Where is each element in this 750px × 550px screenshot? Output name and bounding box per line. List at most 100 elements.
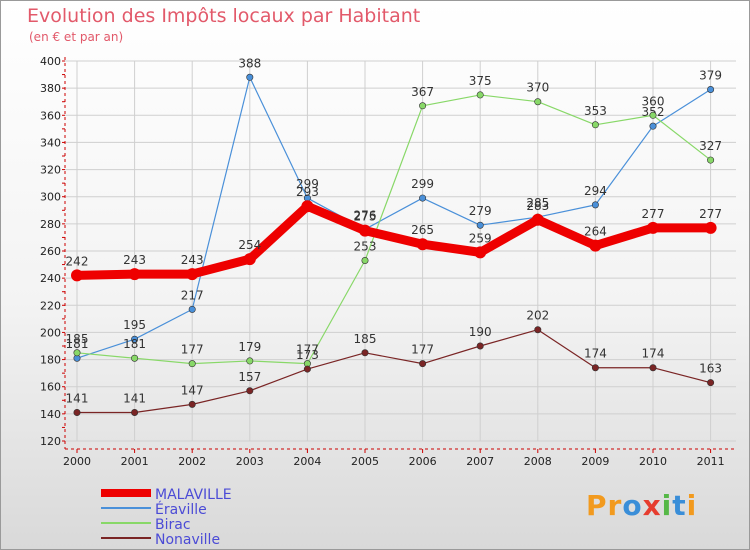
data-label: 141 — [123, 392, 146, 406]
data-point — [474, 246, 487, 259]
data-point — [704, 221, 717, 234]
data-point — [131, 354, 139, 362]
x-tick-label: 2003 — [236, 455, 264, 468]
data-point — [707, 379, 715, 387]
data-point — [649, 364, 657, 372]
data-label: 181 — [123, 337, 146, 351]
y-tick-label: 120 — [40, 435, 61, 448]
data-label: 277 — [642, 207, 665, 221]
data-label: 174 — [584, 347, 607, 361]
data-point — [476, 221, 484, 229]
legend-label: MALAVILLE — [155, 487, 232, 503]
chart-title: Evolution des Impôts locaux par Habitant — [27, 5, 421, 27]
data-point — [419, 194, 427, 202]
data-point — [186, 268, 199, 281]
data-label: 253 — [354, 240, 377, 254]
data-point — [534, 326, 542, 334]
data-label: 195 — [123, 318, 146, 332]
logo-letter: r — [607, 489, 623, 522]
y-tick-label: 400 — [40, 55, 61, 68]
data-point — [707, 86, 715, 94]
data-point — [301, 200, 314, 213]
logo-letter: t — [672, 489, 687, 522]
data-label: 293 — [296, 185, 319, 199]
data-label: 217 — [181, 288, 204, 302]
data-label: 299 — [296, 177, 319, 191]
data-label: 242 — [66, 254, 89, 268]
legend-label: Birac — [155, 517, 191, 533]
data-label: 190 — [469, 325, 492, 339]
data-label: 277 — [699, 207, 722, 221]
y-tick-label: 280 — [40, 218, 61, 231]
data-point — [589, 239, 602, 252]
data-label: 367 — [411, 85, 434, 99]
data-point — [419, 360, 427, 368]
data-label: 370 — [526, 81, 549, 95]
data-label: 388 — [238, 56, 261, 70]
data-label: 299 — [411, 177, 434, 191]
data-label: 279 — [469, 204, 492, 218]
data-point — [303, 365, 311, 373]
data-point — [131, 335, 139, 343]
data-label: 179 — [238, 340, 261, 354]
data-point — [419, 102, 427, 110]
logo-letter: o — [622, 489, 643, 522]
y-tick-label: 300 — [40, 191, 61, 204]
data-point — [243, 253, 256, 266]
data-point — [246, 357, 254, 365]
data-point — [476, 91, 484, 99]
y-tick-label: 220 — [40, 299, 61, 312]
logo-letter: i — [686, 489, 698, 522]
chart-subtitle: (en € et par an) — [29, 30, 124, 44]
data-point — [416, 238, 429, 251]
data-point — [128, 268, 141, 281]
data-point — [476, 342, 484, 350]
proxiti-logo: Proxiti — [586, 489, 697, 522]
x-tick-label: 2007 — [466, 455, 494, 468]
data-point — [591, 121, 599, 129]
data-point — [188, 400, 196, 408]
data-label: 294 — [584, 184, 607, 198]
x-tick-label: 2010 — [639, 455, 667, 468]
data-label: 360 — [642, 94, 665, 108]
data-label: 254 — [238, 238, 261, 252]
data-point — [361, 349, 369, 357]
data-point — [649, 122, 657, 130]
data-label: 177 — [181, 343, 204, 357]
data-point — [73, 408, 81, 416]
data-label: 264 — [584, 225, 607, 239]
x-tick-label: 2011 — [697, 455, 725, 468]
data-label: 173 — [296, 348, 319, 362]
data-label: 163 — [699, 362, 722, 376]
data-point — [188, 305, 196, 313]
data-point — [591, 201, 599, 209]
logo-letter: P — [586, 489, 608, 522]
y-tick-label: 260 — [40, 245, 61, 258]
data-label: 174 — [642, 347, 665, 361]
data-point — [707, 156, 715, 164]
y-tick-label: 240 — [40, 272, 61, 285]
data-point — [188, 360, 196, 368]
series-line-malaville — [72, 201, 716, 280]
data-label: 185 — [66, 332, 89, 346]
series-line-birac — [76, 94, 712, 365]
data-point — [649, 111, 657, 119]
series-line-nonaville — [76, 329, 712, 414]
data-label: 275 — [354, 210, 377, 224]
x-tick-label: 2005 — [351, 455, 379, 468]
x-tick-label: 2004 — [293, 455, 321, 468]
data-point — [131, 408, 139, 416]
x-tick-label: 2009 — [581, 455, 609, 468]
data-point — [361, 256, 369, 264]
data-point — [531, 213, 544, 226]
data-label: 265 — [411, 223, 434, 237]
data-label: 185 — [354, 332, 377, 346]
y-tick-label: 380 — [40, 82, 61, 95]
data-label: 259 — [469, 231, 492, 245]
data-label: 177 — [296, 343, 319, 357]
data-point — [246, 73, 254, 81]
series-line-éraville — [76, 76, 712, 359]
data-point — [246, 387, 254, 395]
